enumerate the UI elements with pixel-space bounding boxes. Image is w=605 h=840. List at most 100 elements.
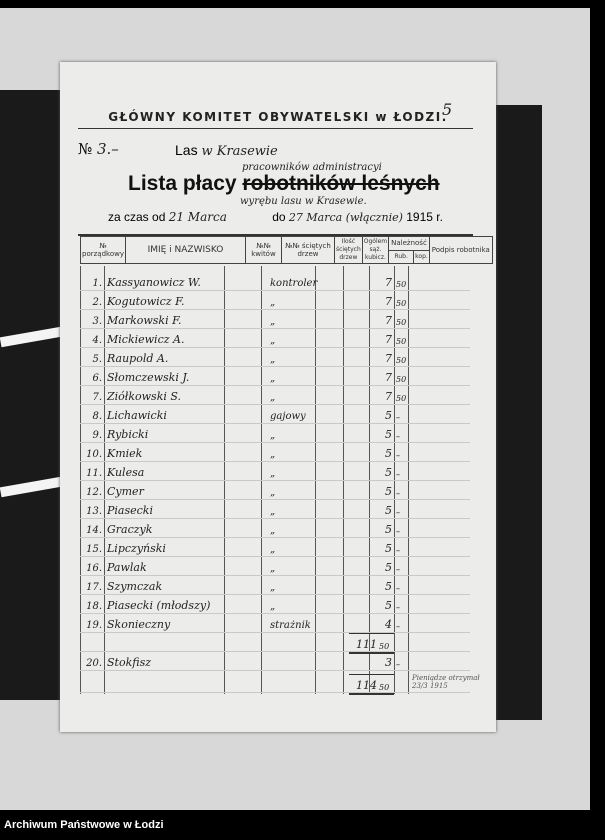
row-number: 4. xyxy=(92,335,102,346)
worker-name: Ziółkowski S. xyxy=(107,390,182,403)
table-row: 8. Lichawicki gajowy 5 – xyxy=(80,405,470,423)
table-row: 3. Markowski F. „ 7 50 xyxy=(80,310,470,328)
row-number: 1. xyxy=(92,278,102,289)
table-row: 13. Piasecki „ 5 – xyxy=(80,500,470,518)
worker-name: Kmiek xyxy=(107,447,143,460)
table-row: 111 50 xyxy=(349,633,394,654)
worker-name: Piasecki (młodszy) xyxy=(107,599,211,612)
table-row: 5. Raupold A. „ 7 50 xyxy=(80,348,470,366)
forest-line: Las w Krasewie xyxy=(175,142,278,159)
worker-name: Pawlak xyxy=(107,561,147,574)
row-number: 17. xyxy=(86,582,102,593)
binder-left xyxy=(0,90,62,700)
worker-role: „ xyxy=(270,601,276,612)
binder-right xyxy=(494,105,542,720)
amount-kopecks: – xyxy=(396,527,400,536)
amount-rubles: 5 xyxy=(385,504,392,517)
amount-rubles: 7 xyxy=(385,276,392,289)
amount-rubles: 7 xyxy=(385,352,392,365)
amount-kopecks: 50 xyxy=(379,683,390,692)
amount-rubles: 5 xyxy=(385,561,392,574)
table-row: 17. Szymczak „ 5 – xyxy=(80,576,470,594)
row-number: 5. xyxy=(92,354,102,365)
worker-role: „ xyxy=(270,563,276,574)
page-mark: 5 xyxy=(442,100,453,119)
col-receipts: №№ kwitów xyxy=(244,236,282,264)
title-suffix: wyrębu lasu w Krasewie. xyxy=(240,196,367,207)
amount-rubles: 7 xyxy=(385,295,392,308)
table-row: 4. Mickiewicz A. „ 7 50 xyxy=(80,329,470,347)
worker-role: „ xyxy=(270,487,276,498)
row-number: 20. xyxy=(86,658,102,669)
worker-role: „ xyxy=(270,449,276,460)
amount-kopecks: – xyxy=(396,546,400,555)
worker-role: kontroler xyxy=(270,278,318,289)
amount-kopecks: 50 xyxy=(379,642,390,651)
document-page: GŁÓWNY KOMITET OBYWATELSKI w ŁODZI. 5 № … xyxy=(60,62,496,732)
amount-kopecks: – xyxy=(396,508,400,517)
amount-rubles: 5 xyxy=(385,409,392,422)
worker-name: Kogutowicz F. xyxy=(107,295,185,308)
table-row: 6. Słomczewski J. „ 7 50 xyxy=(80,367,470,385)
amount-rubles: 7 xyxy=(385,371,392,384)
worker-role: „ xyxy=(270,506,276,517)
amount-rubles: 114 xyxy=(356,679,377,692)
table-row: 11. Kulesa „ 5 – xyxy=(80,462,470,480)
table-row: 14. Graczyk „ 5 – xyxy=(80,519,470,537)
col-total-volume: Ogólem sąż. kubicz. xyxy=(361,236,390,264)
amount-rubles: 5 xyxy=(385,466,392,479)
table-row: 2. Kogutowicz F. „ 7 50 xyxy=(80,291,470,309)
worker-role: gajowy xyxy=(270,411,306,422)
col-signature: Podpis robotnika xyxy=(428,236,493,264)
row-number: 16. xyxy=(86,563,102,574)
amount-rubles: 7 xyxy=(385,314,392,327)
worker-name: Mickiewicz A. xyxy=(107,333,185,346)
worker-role: „ xyxy=(270,544,276,555)
amount-rubles: 111 xyxy=(356,638,377,651)
row-number: 3. xyxy=(92,316,102,327)
row-number: 7. xyxy=(92,392,102,403)
worker-name: Kassyanowicz W. xyxy=(107,276,201,289)
worker-name: Lichawicki xyxy=(107,409,167,422)
worker-role: strażnik xyxy=(270,620,311,631)
col-tree-count: Ilość ściętych drzew xyxy=(333,236,363,264)
table-row: 19. Skonieczny strażnik 4 – xyxy=(80,614,470,632)
worker-name: Szymczak xyxy=(107,580,163,593)
amount-rubles: 5 xyxy=(385,580,392,593)
worker-role: „ xyxy=(270,468,276,479)
worker-name: Raupold A. xyxy=(107,352,169,365)
amount-rubles: 5 xyxy=(385,599,392,612)
table-row: 114 50 xyxy=(349,674,394,695)
row-number: 8. xyxy=(92,411,102,422)
amount-kopecks: – xyxy=(396,470,400,479)
table-row: 7. Ziółkowski S. „ 7 50 xyxy=(80,386,470,404)
worker-name: Stokfisz xyxy=(107,656,152,669)
amount-kopecks: 50 xyxy=(396,394,407,403)
table-row: 16. Pawlak „ 5 – xyxy=(80,557,470,575)
amount-rubles: 5 xyxy=(385,523,392,536)
table-row: 1. Kassyanowicz W. kontroler 7 50 xyxy=(80,272,470,290)
amount-kopecks: 50 xyxy=(396,299,407,308)
table-row: 10. Kmiek „ 5 – xyxy=(80,443,470,461)
worker-role: „ xyxy=(270,335,276,346)
table-row: 18. Piasecki (młodszy) „ 5 – xyxy=(80,595,470,613)
col-amount: Należność xyxy=(388,236,430,251)
col-name: IMIĘ i NAZWISKO xyxy=(124,236,246,264)
document-title: Lista płacy robotników leśnych xyxy=(128,172,440,195)
col-number: № porządkowy xyxy=(80,236,126,264)
row-number: 12. xyxy=(86,487,102,498)
worker-role: „ xyxy=(270,354,276,365)
amount-kopecks: – xyxy=(396,603,400,612)
amount-kopecks: 50 xyxy=(396,375,407,384)
amount-kopecks: – xyxy=(396,451,400,460)
worker-role: „ xyxy=(270,297,276,308)
row-number: 6. xyxy=(92,373,102,384)
table-row: 9. Rybicki „ 5 – xyxy=(80,424,470,442)
amount-rubles: 7 xyxy=(385,333,392,346)
amount-rubles: 5 xyxy=(385,428,392,441)
table-row: 15. Lipczyński „ 5 – xyxy=(80,538,470,556)
amount-kopecks: 50 xyxy=(396,280,407,289)
amount-kopecks: – xyxy=(396,489,400,498)
row-number: 9. xyxy=(92,430,102,441)
worker-role: „ xyxy=(270,373,276,384)
